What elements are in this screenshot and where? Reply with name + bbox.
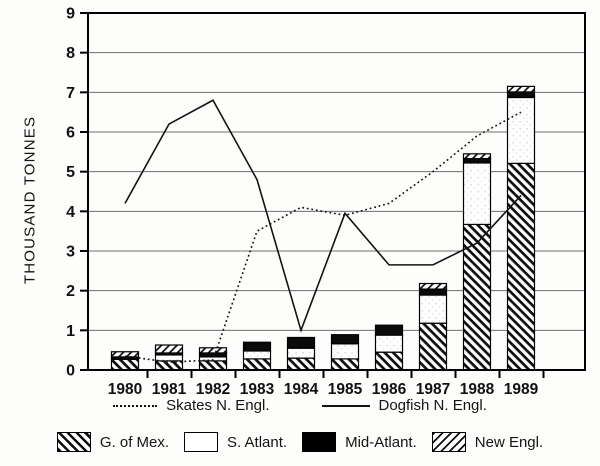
legend-lines-row: Skates N. Engl. Dogfish N. Engl. xyxy=(0,397,600,414)
bar-segment xyxy=(418,294,448,324)
hatch-slash-swatch-icon xyxy=(431,432,466,452)
gridlines xyxy=(88,52,585,331)
white-swatch-icon xyxy=(184,432,219,452)
x-tick-label: 1983 xyxy=(240,381,275,398)
bar-segment xyxy=(330,343,360,360)
bar-segment xyxy=(242,350,272,360)
legend-item-mid-atlantic: Mid-Atlant. xyxy=(302,432,417,452)
bar-segment xyxy=(198,347,228,354)
y-tick-label: 2 xyxy=(66,283,75,300)
x-tick-label: 1989 xyxy=(504,381,539,398)
bar-segment xyxy=(506,91,536,99)
bar-segment xyxy=(462,162,492,226)
dotted-line-swatch-icon xyxy=(113,404,158,407)
skates-line xyxy=(124,111,522,363)
bar-segment xyxy=(418,322,448,371)
legend-item-skates: Skates N. Engl. xyxy=(113,397,270,414)
bar-segment xyxy=(374,351,404,371)
bar-segment xyxy=(154,360,184,371)
y-tick-label: 3 xyxy=(66,244,75,261)
bar-segment xyxy=(462,223,492,371)
bar-segment xyxy=(154,344,184,354)
x-tick-label: 1984 xyxy=(284,381,319,398)
legend-item-gulf-of-mexico: G. of Mex. xyxy=(56,432,170,452)
bar-segment xyxy=(198,360,228,371)
x-tick-label: 1980 xyxy=(108,381,142,398)
bar-segment xyxy=(154,354,184,362)
stacked-bars xyxy=(110,85,536,371)
dogfish-line xyxy=(124,99,522,333)
y-tick-label: 0 xyxy=(66,363,75,380)
bar-segment xyxy=(374,324,404,336)
plot-border xyxy=(87,12,586,371)
x-tick-label: 1988 xyxy=(460,381,495,398)
bar-segment xyxy=(242,358,272,371)
y-tick-label: 6 xyxy=(66,125,75,142)
solid-line-swatch-icon xyxy=(321,404,370,407)
legend-label-dogfish: Dogfish N. Engl. xyxy=(378,397,487,414)
black-swatch-icon xyxy=(302,432,337,452)
bar-segment xyxy=(506,96,536,164)
legend-item-dogfish: Dogfish N. Engl. xyxy=(321,397,487,414)
legend-label-skates: Skates N. Engl. xyxy=(166,397,270,414)
legend-label-mid-atlantic: Mid-Atlant. xyxy=(345,433,417,451)
y-tick-label: 7 xyxy=(66,85,75,102)
bar-segment xyxy=(110,358,140,371)
bar-segment xyxy=(330,334,360,345)
bar-segment xyxy=(286,336,316,349)
bar-segment xyxy=(242,341,272,352)
y-tick-label: 1 xyxy=(66,323,75,340)
bar-segment xyxy=(286,347,316,359)
bar-segment xyxy=(330,358,360,371)
bar-segment xyxy=(506,162,536,371)
bar-segment xyxy=(418,282,448,290)
y-tick-label: 8 xyxy=(66,45,75,62)
x-tick-label: 1987 xyxy=(416,381,450,398)
legend-label-new-england: New Engl. xyxy=(474,433,544,451)
bar-segment xyxy=(462,157,492,164)
x-tick-label: 1982 xyxy=(196,381,230,398)
bar-segment xyxy=(462,153,492,160)
x-tick-label: 1986 xyxy=(372,381,407,398)
bar-segment xyxy=(506,85,536,93)
y-tick-label: 4 xyxy=(66,204,75,221)
y-tick-label: 9 xyxy=(66,6,75,23)
y-tick-label: 5 xyxy=(66,164,75,181)
legend-bars-row: G. of Mex. S. Atlant. Mid-Atlant. New En… xyxy=(0,432,600,452)
y-axis-title: THOUSAND TONNES xyxy=(21,115,39,285)
bar-segment xyxy=(418,288,448,296)
x-tick-label: 1981 xyxy=(152,381,187,398)
legend-label-gulf-of-mexico: G. of Mex. xyxy=(99,433,170,451)
axes: 0 1 2 3 4 5 6 7 8 9 1980 1981 1982 1983 1984 1985 1986 19… xyxy=(66,6,545,398)
hatch-backslash-swatch-icon xyxy=(56,432,91,452)
bar-segment xyxy=(286,357,316,371)
legend-label-south-atlantic: S. Atlant. xyxy=(227,433,288,451)
x-tick-label: 1985 xyxy=(328,381,363,398)
legend-item-south-atlantic: S. Atlant. xyxy=(184,432,287,452)
bar-segment xyxy=(374,334,404,353)
legend-item-new-england: New Engl. xyxy=(431,432,544,452)
